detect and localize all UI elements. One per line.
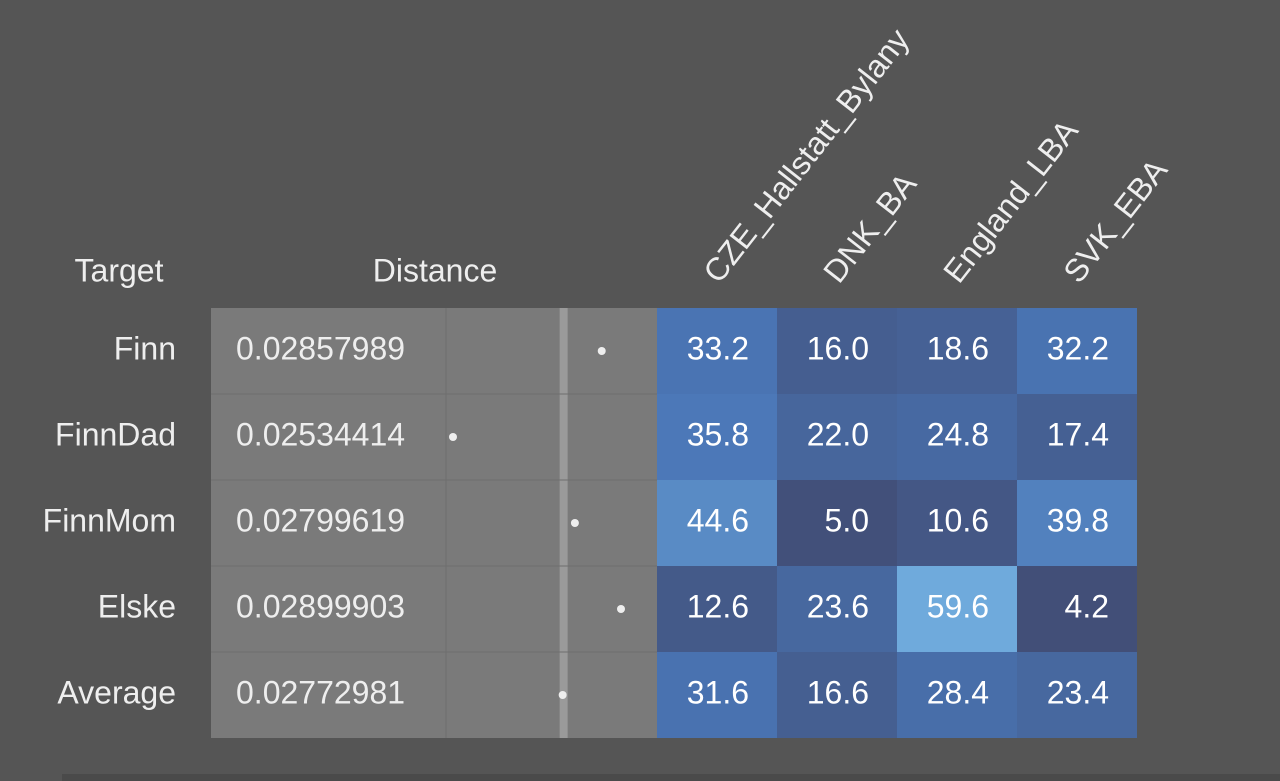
heat-cell bbox=[657, 480, 777, 566]
distance-value: 0.02857989 bbox=[236, 330, 405, 366]
distance-value: 0.02899903 bbox=[236, 588, 405, 624]
heat-cell bbox=[657, 652, 777, 738]
heat-value: 31.6 bbox=[687, 674, 749, 710]
heat-value: 17.4 bbox=[1047, 416, 1109, 452]
heat-value: 44.6 bbox=[687, 502, 749, 538]
distance-dot bbox=[558, 691, 567, 699]
distance-dot bbox=[617, 605, 625, 613]
row-label: Average bbox=[57, 674, 176, 710]
heat-cell bbox=[897, 308, 1017, 394]
heat-value: 16.0 bbox=[807, 330, 869, 366]
distance-dot bbox=[597, 347, 606, 355]
heat-value: 10.6 bbox=[927, 502, 989, 538]
row-label: FinnDad bbox=[55, 416, 176, 452]
distance-header: Distance bbox=[373, 252, 498, 288]
distance-dot bbox=[570, 519, 579, 527]
heat-value: 4.2 bbox=[1065, 588, 1109, 624]
heat-cell bbox=[1017, 480, 1137, 566]
scrollbar bbox=[62, 774, 1280, 781]
heat-value: 35.8 bbox=[687, 416, 749, 452]
heat-value: 16.6 bbox=[807, 674, 869, 710]
heat-cell bbox=[897, 480, 1017, 566]
heat-cell bbox=[1017, 394, 1137, 480]
distance-value: 0.02772981 bbox=[236, 674, 405, 710]
heat-value: 33.2 bbox=[687, 330, 749, 366]
heat-cell bbox=[777, 394, 897, 480]
row-label: FinnMom bbox=[43, 502, 176, 538]
heat-cell bbox=[897, 394, 1017, 480]
heat-cell bbox=[1017, 566, 1137, 652]
heat-cell bbox=[1017, 652, 1137, 738]
heat-cell bbox=[657, 566, 777, 652]
heat-cell bbox=[777, 480, 897, 566]
heat-value: 23.4 bbox=[1047, 674, 1109, 710]
heat-value: 59.6 bbox=[927, 588, 989, 624]
heat-value: 32.2 bbox=[1047, 330, 1109, 366]
heat-cell bbox=[897, 652, 1017, 738]
heat-cell bbox=[657, 308, 777, 394]
row-label: Elske bbox=[98, 588, 176, 624]
heat-value: 5.0 bbox=[825, 502, 869, 538]
distance-dot bbox=[449, 433, 457, 441]
heat-value: 24.8 bbox=[927, 416, 989, 452]
distance-value: 0.02534414 bbox=[236, 416, 405, 452]
heat-value: 39.8 bbox=[1047, 502, 1109, 538]
distance-value: 0.02799619 bbox=[236, 502, 405, 538]
heat-cell bbox=[777, 652, 897, 738]
heat-cell bbox=[777, 308, 897, 394]
heat-value: 28.4 bbox=[927, 674, 989, 710]
heat-cell bbox=[657, 394, 777, 480]
heat-cell bbox=[897, 566, 1017, 652]
heat-value: 12.6 bbox=[687, 588, 749, 624]
target-header: Target bbox=[75, 252, 164, 288]
distance-panel bbox=[211, 308, 657, 738]
heat-cell bbox=[1017, 308, 1137, 394]
row-label: Finn bbox=[114, 330, 176, 366]
heat-cell bbox=[777, 566, 897, 652]
heat-value: 22.0 bbox=[807, 416, 869, 452]
heat-value: 23.6 bbox=[807, 588, 869, 624]
average-line bbox=[559, 308, 568, 738]
heat-value: 18.6 bbox=[927, 330, 989, 366]
